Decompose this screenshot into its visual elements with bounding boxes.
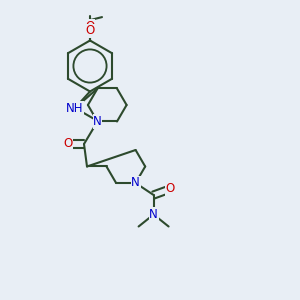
- Text: O: O: [85, 24, 94, 38]
- Text: N: N: [93, 115, 102, 128]
- Text: N: N: [149, 208, 158, 221]
- Text: O: O: [166, 182, 175, 196]
- Text: O: O: [85, 20, 94, 33]
- Text: N: N: [131, 176, 140, 190]
- Text: O: O: [63, 137, 72, 151]
- Text: O: O: [85, 20, 94, 34]
- Text: NH: NH: [66, 101, 84, 115]
